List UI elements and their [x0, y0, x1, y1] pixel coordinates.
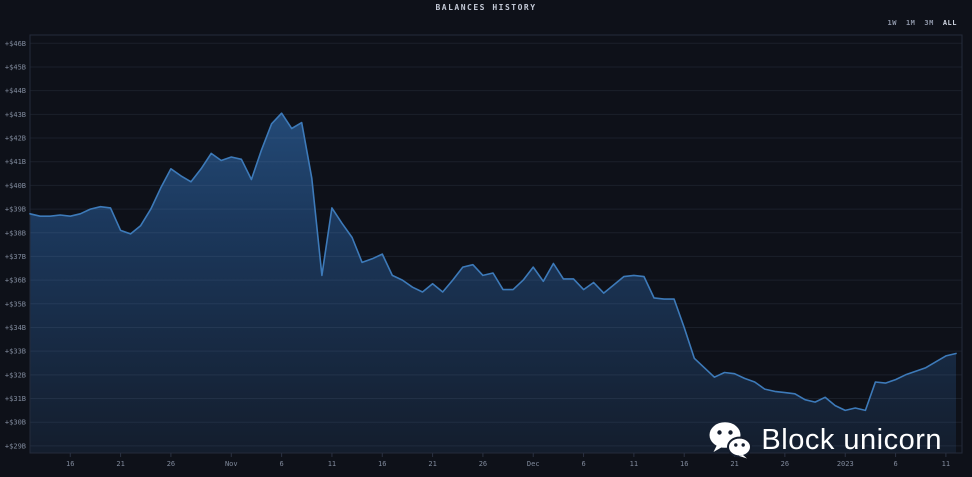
wechat-icon	[709, 422, 753, 459]
series-line	[29, 112, 957, 412]
x-tick-label: 2023	[837, 460, 854, 468]
y-tick-label: +$46B	[5, 40, 26, 48]
y-tick-label: +$40B	[5, 182, 26, 190]
x-tick-label: 6	[893, 460, 897, 468]
y-tick-label: +$43B	[5, 111, 26, 119]
y-tick-label: +$45B	[5, 63, 26, 71]
y-tick-label: +$42B	[5, 135, 26, 143]
x-tick-label: Nov	[225, 460, 238, 468]
x-tick-label: 6	[280, 460, 284, 468]
x-tick-label: Dec	[527, 460, 540, 468]
page-title: BALANCES HISTORY	[435, 3, 537, 12]
x-tick-label: 26	[781, 460, 789, 468]
y-tick-label: +$34B	[5, 324, 26, 332]
x-tick-label: 11	[942, 460, 950, 468]
y-tick-label: +$44B	[5, 87, 26, 95]
x-tick-label: 21	[428, 460, 436, 468]
y-tick-label: +$33B	[5, 348, 26, 356]
x-tick-label: 6	[581, 460, 585, 468]
y-tick-label: +$36B	[5, 277, 26, 285]
time-range-selector: 1W 1M 3M ALL	[888, 19, 957, 27]
range-button-1w[interactable]: 1W	[887, 19, 897, 27]
x-tick-label: 21	[730, 460, 738, 468]
watermark-text: Block unicorn	[761, 423, 942, 456]
range-button-1m[interactable]: 1M	[905, 19, 916, 27]
y-tick-label: +$38B	[5, 229, 26, 237]
y-tick-label: +$29B	[5, 442, 26, 450]
y-tick-label: +$31B	[5, 395, 26, 403]
x-tick-label: 11	[328, 460, 336, 468]
y-tick-label: +$30B	[5, 419, 26, 427]
plot-border	[29, 34, 963, 454]
x-tick-label: 16	[378, 460, 386, 468]
watermark: Block unicorn	[708, 421, 942, 459]
x-tick-label: 16	[680, 460, 688, 468]
x-tick-label: 16	[66, 460, 74, 468]
y-tick-label: +$32B	[5, 371, 26, 379]
area-fill	[30, 113, 956, 453]
y-tick-label: +$35B	[5, 300, 26, 308]
y-tick-label: +$37B	[5, 253, 26, 261]
x-tick-label: 11	[630, 460, 638, 468]
x-tick-label: 26	[167, 460, 175, 468]
range-button-3m[interactable]: 3M	[924, 19, 934, 27]
x-tick-label: 26	[479, 460, 487, 468]
y-tick-label: +$41B	[5, 158, 26, 166]
x-tick-label: 21	[116, 460, 124, 468]
range-button-all[interactable]: ALL	[942, 19, 957, 27]
y-tick-label: +$39B	[5, 206, 26, 214]
